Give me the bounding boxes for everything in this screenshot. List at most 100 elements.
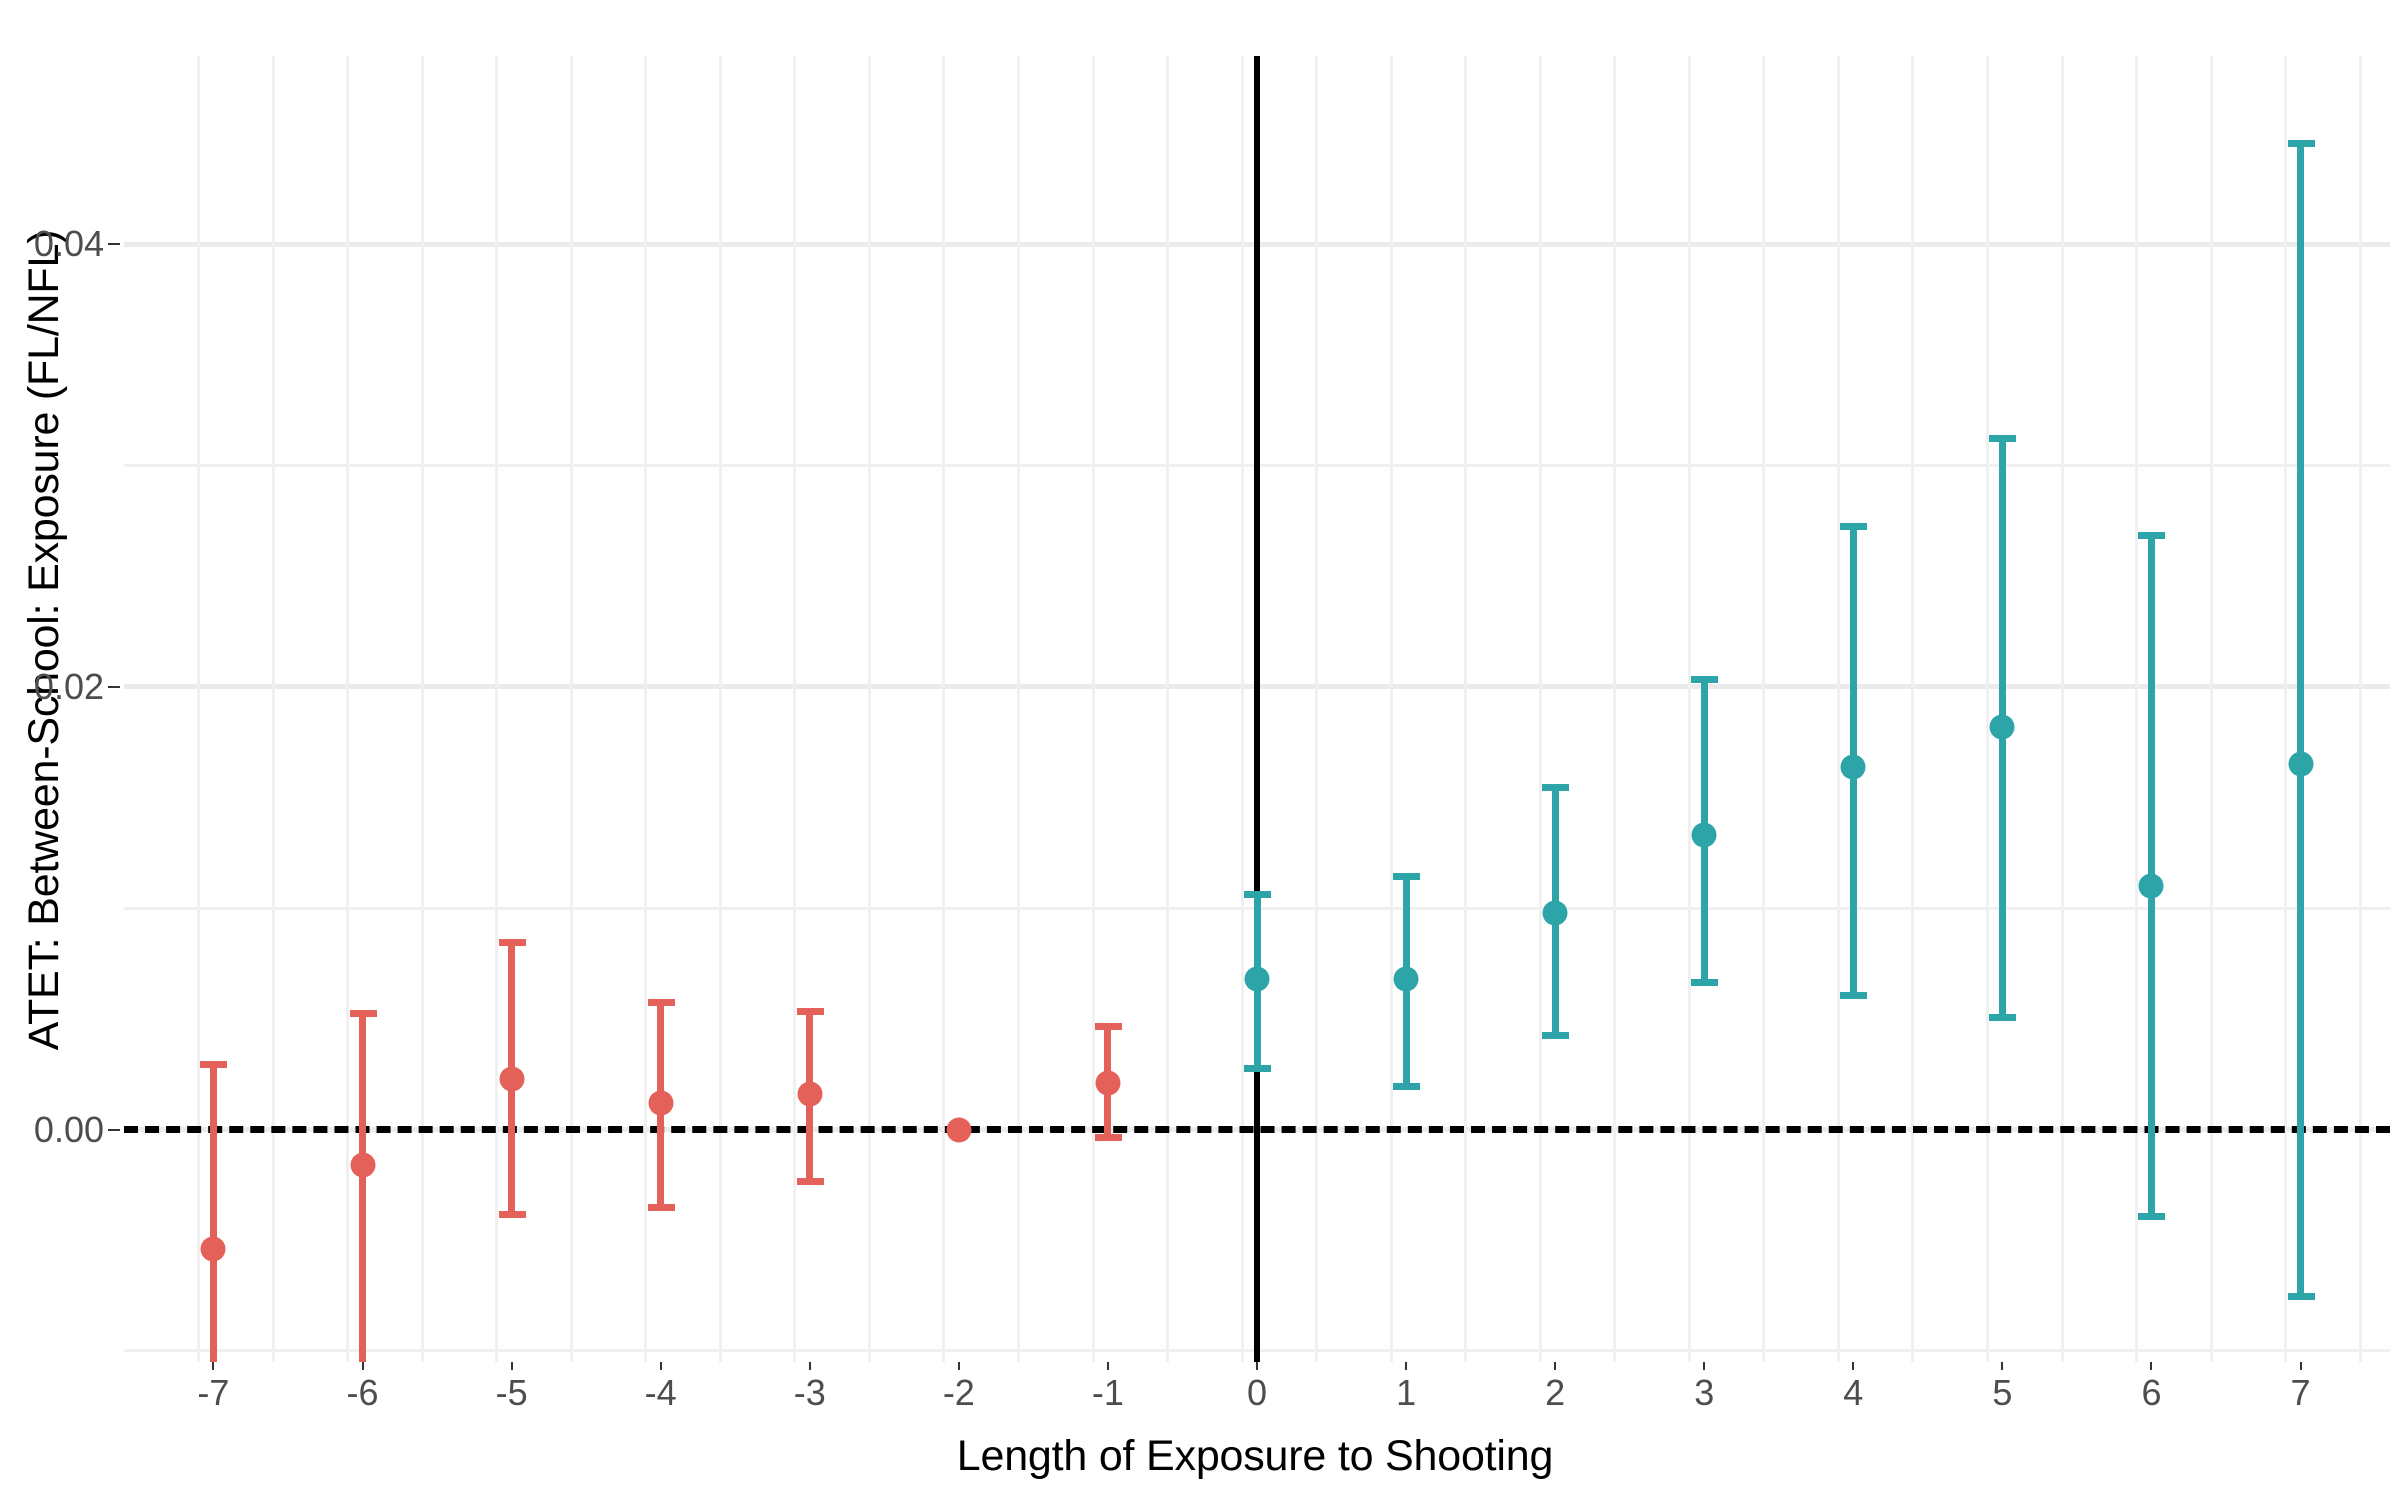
- x-tick-mark: [1852, 1358, 1855, 1370]
- error-bar-cap-lower: [1244, 1065, 1271, 1073]
- error-bar-cap-upper: [200, 1060, 228, 1068]
- error-bar-cap-lower: [1691, 978, 1719, 986]
- x-tick-label: -2: [942, 1372, 975, 1413]
- event-reference-line-vertical: [1254, 56, 1260, 1362]
- gridline-minor-vertical: [867, 56, 871, 1362]
- error-bar-cap-upper: [2138, 531, 2166, 539]
- x-tick-label: -1: [1091, 1372, 1124, 1413]
- error-bar-cap-lower: [796, 1177, 824, 1185]
- x-tick-mark: [361, 1358, 364, 1370]
- gridline-minor-vertical: [1464, 56, 1468, 1362]
- data-point[interactable]: [1542, 900, 1568, 926]
- error-bar-cap-lower: [498, 1211, 526, 1219]
- error-bar-cap-lower: [1989, 1014, 2017, 1022]
- error-bar-cap-upper: [796, 1007, 824, 1015]
- data-point[interactable]: [2138, 873, 2164, 899]
- error-bar-cap-upper: [1244, 890, 1271, 898]
- data-point[interactable]: [1244, 966, 1270, 992]
- x-tick-label: 5: [1992, 1372, 2013, 1413]
- y-tick-label: 0.02: [33, 665, 104, 707]
- data-point[interactable]: [200, 1236, 226, 1262]
- error-bar-cap-upper: [647, 998, 675, 1006]
- gridline-minor-vertical: [346, 56, 350, 1362]
- x-tick-label: 6: [2141, 1372, 2162, 1413]
- data-point[interactable]: [2288, 751, 2314, 777]
- y-axis-title: ATET: Between-School: Exposure (FL/NFL): [19, 229, 68, 1051]
- data-point[interactable]: [797, 1081, 823, 1107]
- gridline-minor-vertical: [1687, 56, 1691, 1362]
- error-bar-cap-lower: [1393, 1082, 1421, 1090]
- gridline-minor-vertical: [2209, 56, 2213, 1362]
- data-point[interactable]: [1989, 714, 2015, 740]
- data-point[interactable]: [1691, 822, 1717, 848]
- error-bar-line: [2297, 140, 2305, 1300]
- x-tick-label: -7: [197, 1372, 230, 1413]
- y-tick-mark: [108, 685, 120, 688]
- x-tick-label: -6: [346, 1372, 379, 1413]
- data-point[interactable]: [1095, 1070, 1121, 1096]
- gridline-minor-vertical: [793, 56, 797, 1362]
- gridline-minor-vertical: [2284, 56, 2288, 1362]
- x-tick-label: 2: [1545, 1372, 1566, 1413]
- error-bar-cap-upper: [1542, 784, 1570, 792]
- gridline-minor-vertical: [1315, 56, 1319, 1362]
- gridline-minor-vertical: [718, 56, 722, 1362]
- y-tick-label: 0.04: [33, 223, 104, 265]
- x-tick-label: -4: [644, 1372, 677, 1413]
- gridline-minor-vertical: [1240, 56, 1244, 1362]
- x-tick-label: -3: [793, 1372, 826, 1413]
- data-point[interactable]: [1840, 754, 1866, 780]
- error-bar-cap-upper: [498, 939, 526, 947]
- gridline-minor-vertical: [1836, 56, 1840, 1362]
- y-tick-label: 0.00: [33, 1108, 104, 1150]
- x-axis-title: Length of Exposure to Shooting: [956, 1432, 1554, 1480]
- error-bar-cap-lower: [2287, 1293, 2315, 1301]
- gridline-minor-vertical: [420, 56, 424, 1362]
- x-tick-mark: [1405, 1358, 1408, 1370]
- gridline-minor-vertical: [2358, 56, 2362, 1362]
- x-tick-label: 7: [2290, 1372, 2311, 1413]
- error-bar-cap-lower: [1840, 991, 1868, 999]
- gridline-minor-vertical: [2060, 56, 2064, 1362]
- x-tick-mark: [1554, 1358, 1557, 1370]
- x-tick-mark: [2150, 1358, 2153, 1370]
- data-point[interactable]: [1393, 966, 1419, 992]
- x-tick-label: 0: [1246, 1372, 1268, 1413]
- error-bar-cap-upper: [1393, 872, 1421, 880]
- gridline-minor-vertical: [644, 56, 648, 1362]
- x-tick-mark: [957, 1358, 960, 1370]
- x-tick-mark: [1106, 1358, 1109, 1370]
- x-tick-label: 4: [1843, 1372, 1864, 1413]
- error-bar-cap-upper: [1094, 1023, 1122, 1031]
- gridline-minor-vertical: [197, 56, 201, 1362]
- x-tick-label: -5: [495, 1372, 528, 1413]
- gridline-minor-vertical: [2135, 56, 2139, 1362]
- error-bar-cap-lower: [1542, 1031, 1570, 1039]
- gridline-minor-vertical: [495, 56, 499, 1362]
- gridline-minor-vertical: [1091, 56, 1095, 1362]
- error-bar-cap-upper: [1840, 523, 1868, 531]
- x-tick-mark: [808, 1358, 811, 1370]
- gridline-minor-vertical: [1166, 56, 1170, 1362]
- error-bar-cap-lower: [647, 1204, 675, 1212]
- plot-panel: [124, 56, 2390, 1362]
- gridline-minor-vertical: [1538, 56, 1542, 1362]
- x-tick-mark: [2299, 1358, 2302, 1370]
- gridline-minor-vertical: [271, 56, 275, 1362]
- data-point[interactable]: [499, 1066, 525, 1092]
- x-tick-mark: [2001, 1358, 2004, 1370]
- x-tick-mark: [1256, 1358, 1258, 1370]
- gridline-minor-vertical: [942, 56, 946, 1362]
- x-tick-label: 3: [1694, 1372, 1715, 1413]
- error-bar-cap-lower: [1094, 1133, 1122, 1141]
- y-tick-mark: [108, 1128, 120, 1131]
- error-bar-cap-upper: [349, 1010, 377, 1018]
- data-point[interactable]: [350, 1152, 376, 1178]
- data-point[interactable]: [648, 1090, 674, 1116]
- y-tick-mark: [108, 243, 120, 246]
- x-tick-mark: [510, 1358, 513, 1370]
- error-bar-cap-upper: [1691, 675, 1719, 683]
- data-point[interactable]: [946, 1117, 972, 1143]
- error-bar-line: [209, 1060, 217, 1362]
